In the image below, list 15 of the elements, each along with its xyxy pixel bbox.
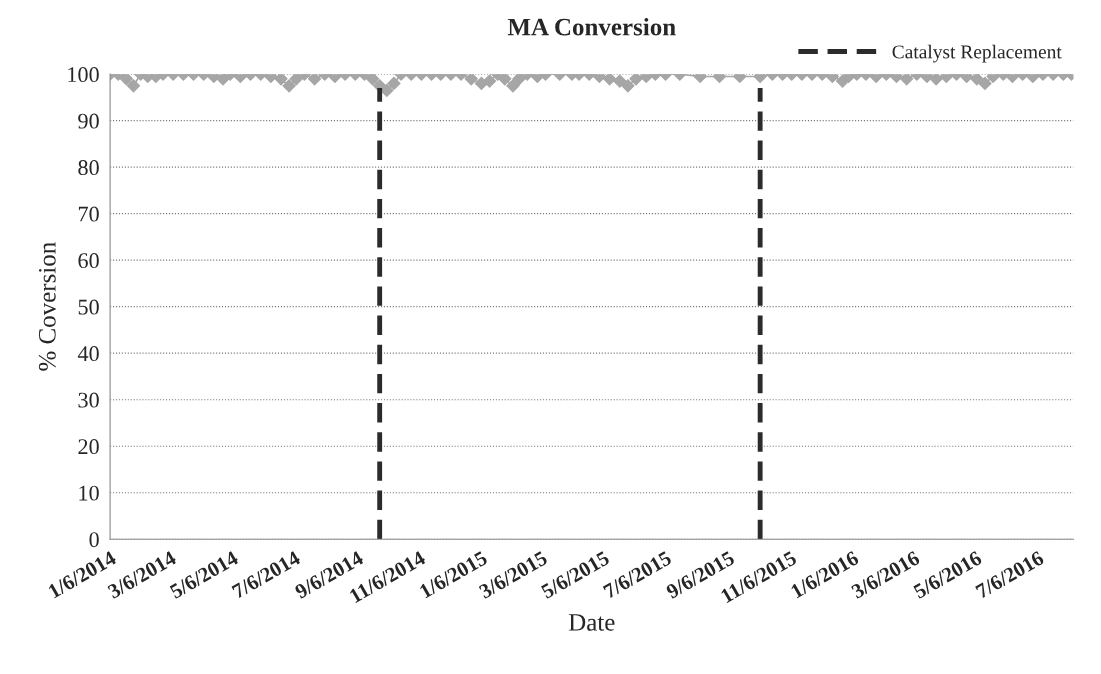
y-tick-label: 30: [78, 392, 99, 408]
y-tick-label: 0: [89, 532, 99, 548]
y-tick-label: 80: [78, 160, 99, 176]
y-tick-label: 10: [79, 485, 99, 501]
y-tick-label: 70: [78, 206, 99, 222]
chart-title: MA Conversion: [507, 17, 676, 36]
y-tick-label: 40: [77, 346, 99, 362]
x-axis-title: Date: [568, 614, 615, 631]
y-tick-label: 50: [78, 299, 99, 315]
y-axis-title: % Coversion: [38, 242, 56, 371]
y-tick-label: 90: [78, 113, 99, 129]
y-tick-label: 20: [78, 439, 99, 455]
y-tick-label: 60: [78, 253, 99, 269]
legend-label: Catalyst Replacement: [892, 44, 1062, 63]
y-tick-label: 100: [68, 67, 99, 83]
